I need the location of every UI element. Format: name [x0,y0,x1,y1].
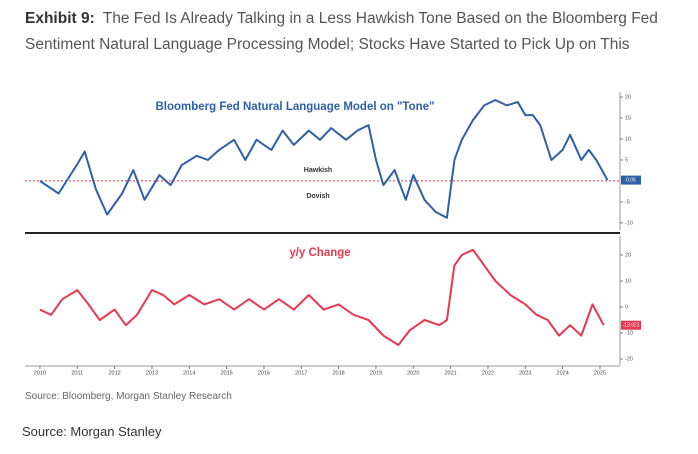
annotation: Dovish [306,193,329,200]
x-tick-label: 2023 [519,370,531,376]
last-value-label: -13.923 [623,323,640,329]
y-tick-label: 15 [625,115,631,121]
x-tick-label: 2010 [34,370,46,376]
y-tick-label: 20 [625,94,631,100]
x-tick-label: 2019 [370,370,382,376]
x-tick-label: 2022 [482,370,494,376]
y-tick-label: 5 [625,157,628,163]
chart: Bloomberg Fed Natural Language Model on … [25,90,641,380]
panel-title: y/y Change [289,247,350,259]
x-tick-label: 2012 [108,370,120,376]
data-line [39,99,609,219]
last-value-box [621,175,641,185]
y-tick-label: -10 [625,330,633,336]
plot-frame [25,90,630,380]
footer: Source: Morgan Stanley [22,424,162,439]
y-tick-label: 10 [625,278,631,284]
x-tick-label: 2021 [445,370,457,376]
panel-title: Bloomberg Fed Natural Language Model on … [155,101,434,113]
source: Source: Bloomberg, Morgan Stanley Resear… [25,391,232,402]
y-tick-label: 20 [625,252,631,258]
x-tick-label: 2016 [258,370,270,376]
x-tick-label: 2018 [333,370,345,376]
x-tick-label: 2013 [146,370,158,376]
exhibit: Exhibit 9: [25,10,95,27]
annotation: Hawkish [304,167,332,174]
last-value-label: 0.05 [626,177,636,183]
data-line [39,248,605,346]
x-tick-label: 2015 [220,370,232,376]
last-value-box [621,320,641,330]
x-tick-label: 2020 [407,370,419,376]
y-tick-label: -5 [625,199,630,205]
header: Exhibit 9: The Fed Is Already Talking in … [25,6,665,58]
x-tick-label: 2011 [71,370,83,376]
x-tick-label: 2014 [183,370,195,376]
x-tick-label: 2024 [557,370,569,376]
x-tick-label: 2025 [594,370,606,376]
x-tick-label: 2017 [295,370,307,376]
header-title: The Fed Is Already Talking in a Less Haw… [25,10,658,53]
y-tick-label: 10 [625,136,631,142]
y-tick-label: -20 [625,356,633,362]
y-tick-label: -10 [625,220,633,226]
y-tick-label: 0 [625,304,628,310]
